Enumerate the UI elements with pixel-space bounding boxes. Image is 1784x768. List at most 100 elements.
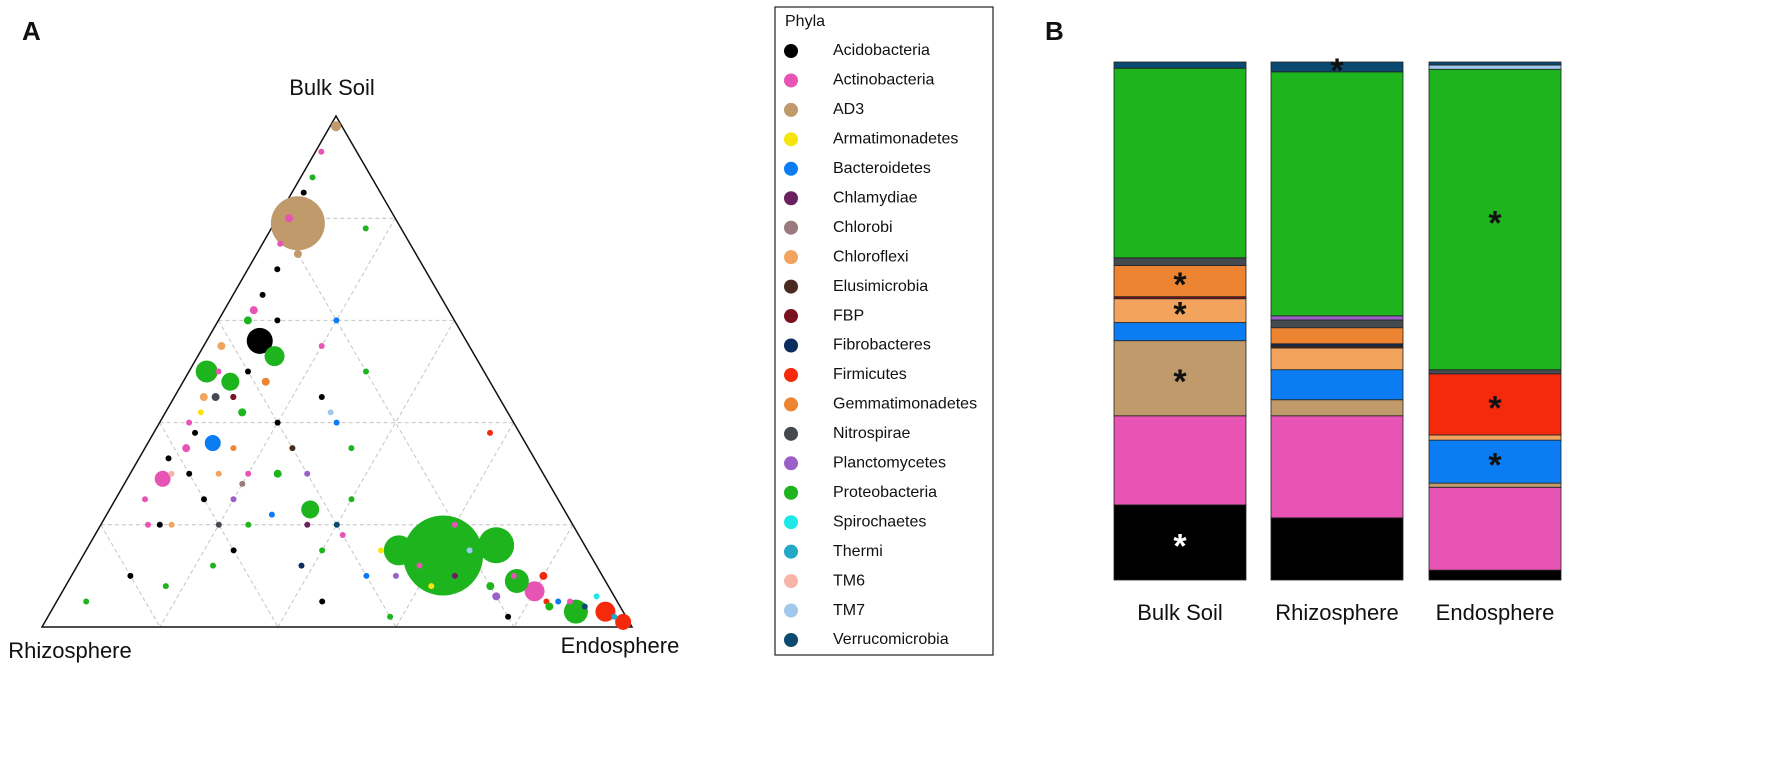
data-point — [309, 174, 316, 181]
data-point — [319, 547, 326, 554]
data-point — [195, 360, 218, 383]
grid-line — [159, 422, 279, 628]
data-point — [478, 527, 515, 564]
data-point — [230, 445, 237, 452]
data-point — [239, 480, 246, 487]
data-point — [221, 372, 240, 391]
data-point — [182, 444, 191, 453]
legend-marker — [784, 161, 798, 176]
bar-segment — [1113, 415, 1247, 506]
data-point — [416, 562, 423, 569]
x-tick-label: Rhizosphere — [1275, 600, 1399, 625]
legend-marker — [784, 574, 798, 589]
legend-marker — [784, 544, 798, 559]
data-point — [245, 470, 252, 477]
data-point — [274, 266, 281, 273]
data-point — [348, 445, 355, 452]
data-point — [298, 562, 305, 569]
data-point — [504, 569, 529, 594]
data-point — [505, 613, 512, 620]
data-point — [154, 470, 171, 487]
significance-label: * — [1330, 52, 1344, 90]
bar-segment — [1270, 71, 1404, 317]
data-point — [217, 341, 226, 350]
data-point — [304, 470, 311, 477]
legend-label: Thermi — [833, 543, 883, 560]
legend-label: Bacteroidetes — [833, 160, 931, 177]
grid-line — [277, 320, 455, 628]
data-point — [318, 394, 325, 401]
data-point — [249, 306, 258, 315]
bar-segment — [1270, 61, 1404, 73]
legend-marker — [784, 220, 798, 235]
data-point — [524, 581, 545, 602]
data-point — [209, 562, 216, 569]
legend-label: AD3 — [833, 101, 864, 118]
ternary-frame — [40, 114, 634, 628]
legend-label: Armatimonadetes — [833, 131, 958, 148]
data-point — [539, 571, 548, 580]
bar-segment — [1270, 517, 1404, 581]
data-point — [270, 196, 325, 251]
legend-label: Verrucomicrobia — [833, 631, 949, 648]
bar-segment — [1270, 347, 1404, 371]
data-point — [387, 613, 394, 620]
bar-segment — [1270, 399, 1404, 417]
data-point — [363, 368, 369, 375]
data-point — [333, 317, 340, 324]
bar-segment — [1113, 61, 1247, 69]
data-point — [215, 368, 222, 375]
data-point — [319, 598, 326, 605]
legend-marker — [784, 309, 798, 324]
significance-label: * — [1488, 389, 1502, 427]
data-point — [199, 393, 208, 402]
data-point — [318, 342, 325, 349]
legend-marker — [784, 73, 798, 88]
legend-marker — [784, 456, 798, 471]
bar-segment — [1113, 67, 1247, 259]
data-point — [333, 521, 340, 528]
significance-label: * — [1173, 527, 1187, 565]
data-point — [246, 327, 273, 354]
data-point — [362, 225, 369, 232]
data-point — [595, 601, 616, 622]
legend-label: Chlamydiae — [833, 189, 918, 206]
legend-box — [774, 6, 994, 656]
bar-segment — [1270, 415, 1404, 519]
legend-marker — [784, 191, 798, 206]
bar-segment — [1113, 340, 1247, 417]
bar-segment — [1428, 64, 1562, 70]
data-point — [230, 394, 237, 401]
data-point — [300, 189, 307, 196]
data-point — [268, 511, 275, 518]
bar-segment — [1428, 439, 1562, 484]
legend-label: Actinobacteria — [833, 72, 934, 89]
legend-marker — [784, 102, 798, 117]
data-point — [581, 603, 588, 610]
data-point — [492, 592, 501, 601]
data-point — [331, 121, 342, 132]
vertex-label: Bulk Soil — [289, 75, 375, 100]
significance-label: * — [1173, 296, 1187, 334]
bar-segment — [1113, 504, 1247, 581]
bar-segment — [1428, 486, 1562, 571]
data-point — [142, 496, 148, 503]
data-point — [510, 572, 517, 579]
legend-marker — [784, 279, 798, 294]
bar-segment — [1428, 569, 1562, 581]
bar-segment — [1428, 61, 1562, 66]
data-point — [145, 521, 151, 528]
data-point — [245, 368, 251, 375]
legend-marker — [784, 250, 798, 265]
legend-marker — [784, 44, 798, 58]
data-point — [197, 409, 204, 416]
data-point — [339, 532, 346, 539]
legend-label: Acidobacteria — [833, 42, 930, 59]
vertex-label: Rhizosphere — [8, 638, 132, 663]
bar-segment — [1270, 315, 1404, 321]
data-point — [162, 583, 169, 590]
grid-line — [395, 422, 515, 628]
data-point — [273, 469, 282, 478]
